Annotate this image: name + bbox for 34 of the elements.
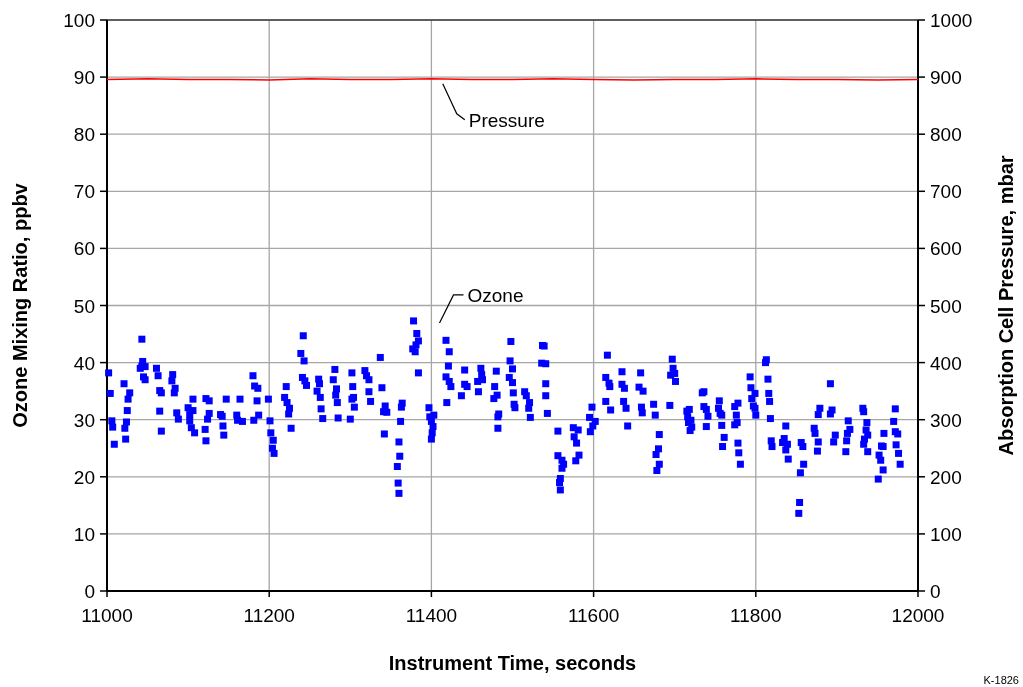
y2-tick-label: 700 bbox=[930, 181, 962, 203]
y2-axis-title: Absorption Cell Pressure, mbar bbox=[995, 155, 1017, 456]
y-tick-label: 20 bbox=[73, 466, 95, 488]
series-label: Ozone bbox=[467, 284, 524, 306]
text: K-1826 bbox=[983, 674, 1019, 686]
x-tick-label: 11000 bbox=[81, 605, 133, 626]
y2-tick-label: 0 bbox=[930, 581, 941, 602]
y-tick-label: 50 bbox=[73, 295, 95, 317]
y2-tick-label: 900 bbox=[930, 67, 962, 89]
y2-tick-label: 400 bbox=[930, 352, 962, 374]
y-axis-title: Ozone Mixing Ratio, ppbv bbox=[9, 182, 31, 428]
x-tick-label: 11400 bbox=[405, 605, 458, 626]
y2-tick-label: 800 bbox=[930, 124, 962, 146]
x-tick-label: 12000 bbox=[891, 605, 945, 626]
y2-tick-label: 200 bbox=[930, 466, 962, 488]
x-tick-label: 11600 bbox=[567, 605, 620, 626]
y-tick-label: 80 bbox=[73, 124, 95, 146]
y-tick-label: 30 bbox=[73, 409, 95, 431]
y-tick-label: 90 bbox=[73, 67, 95, 89]
y-tick-label: 100 bbox=[63, 10, 95, 31]
x-tick-label: 11200 bbox=[243, 605, 295, 626]
x-tick-label: 11800 bbox=[730, 605, 782, 626]
y2-tick-label: 1000 bbox=[930, 10, 973, 31]
y2-tick-label: 100 bbox=[930, 523, 962, 545]
y-tick-label: 70 bbox=[73, 181, 95, 203]
y2-tick-label: 300 bbox=[930, 409, 962, 431]
y-tick-label: 40 bbox=[73, 352, 95, 374]
y2-tick-label: 600 bbox=[930, 238, 962, 260]
y2-tick-label: 500 bbox=[930, 295, 962, 317]
y-tick-label: 60 bbox=[73, 238, 95, 260]
series-label: Pressure bbox=[468, 109, 545, 131]
y-tick-label: 10 bbox=[73, 523, 95, 545]
x-axis-title: Instrument Time, seconds bbox=[388, 652, 637, 674]
y-tick-label: 0 bbox=[84, 581, 95, 602]
